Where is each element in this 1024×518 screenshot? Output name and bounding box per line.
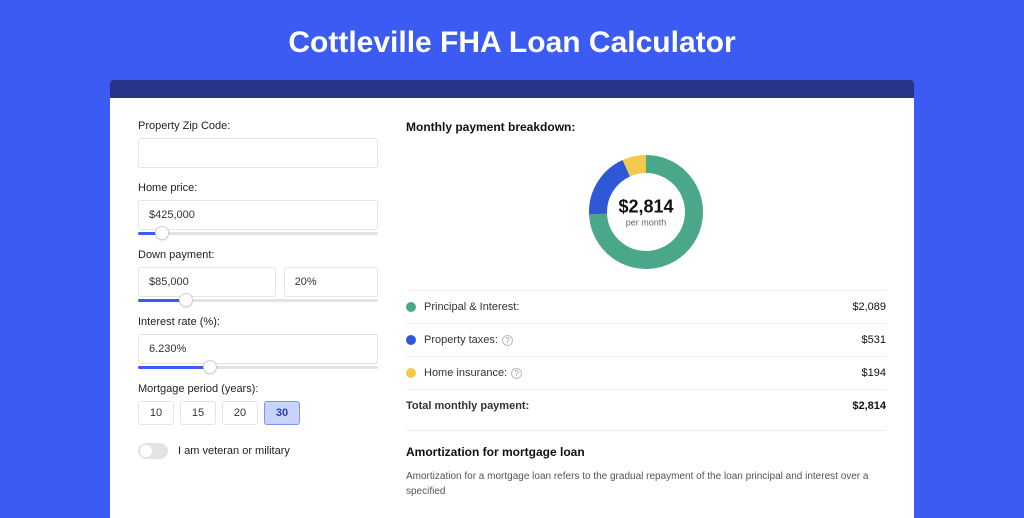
breakdown-panel: Monthly payment breakdown: $2,814 per mo… <box>406 120 886 518</box>
home-price-group: Home price: <box>138 182 378 235</box>
dot-icon <box>406 302 416 312</box>
interest-group: Interest rate (%): <box>138 316 378 369</box>
period-options: 10 15 20 30 <box>138 401 378 425</box>
period-option-10[interactable]: 10 <box>138 401 174 425</box>
home-price-slider-thumb[interactable] <box>155 226 169 240</box>
veteran-toggle[interactable] <box>138 443 168 459</box>
amortization-title: Amortization for mortgage loan <box>406 445 886 459</box>
page-title: Cottleville FHA Loan Calculator <box>0 0 1024 80</box>
breakdown-title: Monthly payment breakdown: <box>406 120 886 134</box>
interest-label: Interest rate (%): <box>138 316 378 328</box>
donut-wrap: $2,814 per month <box>406 144 886 290</box>
down-payment-slider-thumb[interactable] <box>179 293 193 307</box>
legend-label: Property taxes: ? <box>424 334 862 346</box>
veteran-row: I am veteran or military <box>138 443 378 459</box>
legend-label: Principal & Interest: <box>424 301 852 313</box>
interest-slider[interactable] <box>138 366 378 369</box>
zip-label: Property Zip Code: <box>138 120 378 132</box>
period-group: Mortgage period (years): 10 15 20 30 <box>138 383 378 425</box>
home-price-input[interactable] <box>138 200 378 230</box>
total-value: $2,814 <box>852 400 886 412</box>
legend-row-principal: Principal & Interest: $2,089 <box>406 290 886 323</box>
legend-label: Home insurance: ? <box>424 367 862 379</box>
donut-sub: per month <box>618 218 673 228</box>
help-icon[interactable]: ? <box>502 335 513 346</box>
period-label: Mortgage period (years): <box>138 383 378 395</box>
legend-value: $194 <box>862 367 886 379</box>
amortization-text: Amortization for a mortgage loan refers … <box>406 469 886 499</box>
interest-slider-thumb[interactable] <box>203 360 217 374</box>
period-option-30[interactable]: 30 <box>264 401 300 425</box>
payment-donut-chart: $2,814 per month <box>582 148 710 276</box>
home-price-slider[interactable] <box>138 232 378 235</box>
total-label: Total monthly payment: <box>406 400 852 412</box>
period-option-15[interactable]: 15 <box>180 401 216 425</box>
window-top-bar <box>110 80 914 98</box>
donut-total: $2,814 <box>618 197 673 218</box>
legend-value: $2,089 <box>852 301 886 313</box>
legend-row-insurance: Home insurance: ? $194 <box>406 356 886 389</box>
down-payment-group: Down payment: <box>138 249 378 302</box>
interest-slider-fill <box>138 366 210 369</box>
legend-row-taxes: Property taxes: ? $531 <box>406 323 886 356</box>
zip-group: Property Zip Code: <box>138 120 378 168</box>
down-payment-amount-input[interactable] <box>138 267 276 297</box>
legend-label-text: Home insurance: <box>424 367 507 379</box>
home-price-label: Home price: <box>138 182 378 194</box>
legend-label-text: Property taxes: <box>424 334 498 346</box>
form-panel: Property Zip Code: Home price: Down paym… <box>138 120 378 518</box>
help-icon[interactable]: ? <box>511 368 522 379</box>
down-payment-slider[interactable] <box>138 299 378 302</box>
donut-center: $2,814 per month <box>618 197 673 228</box>
legend-row-total: Total monthly payment: $2,814 <box>406 389 886 422</box>
calculator-card: Property Zip Code: Home price: Down paym… <box>110 98 914 518</box>
legend-value: $531 <box>862 334 886 346</box>
interest-input[interactable] <box>138 334 378 364</box>
down-payment-pct-input[interactable] <box>284 267 378 297</box>
zip-input[interactable] <box>138 138 378 168</box>
amortization-section: Amortization for mortgage loan Amortizat… <box>406 430 886 499</box>
down-payment-label: Down payment: <box>138 249 378 261</box>
veteran-label: I am veteran or military <box>178 445 290 457</box>
dot-icon <box>406 368 416 378</box>
dot-icon <box>406 335 416 345</box>
period-option-20[interactable]: 20 <box>222 401 258 425</box>
